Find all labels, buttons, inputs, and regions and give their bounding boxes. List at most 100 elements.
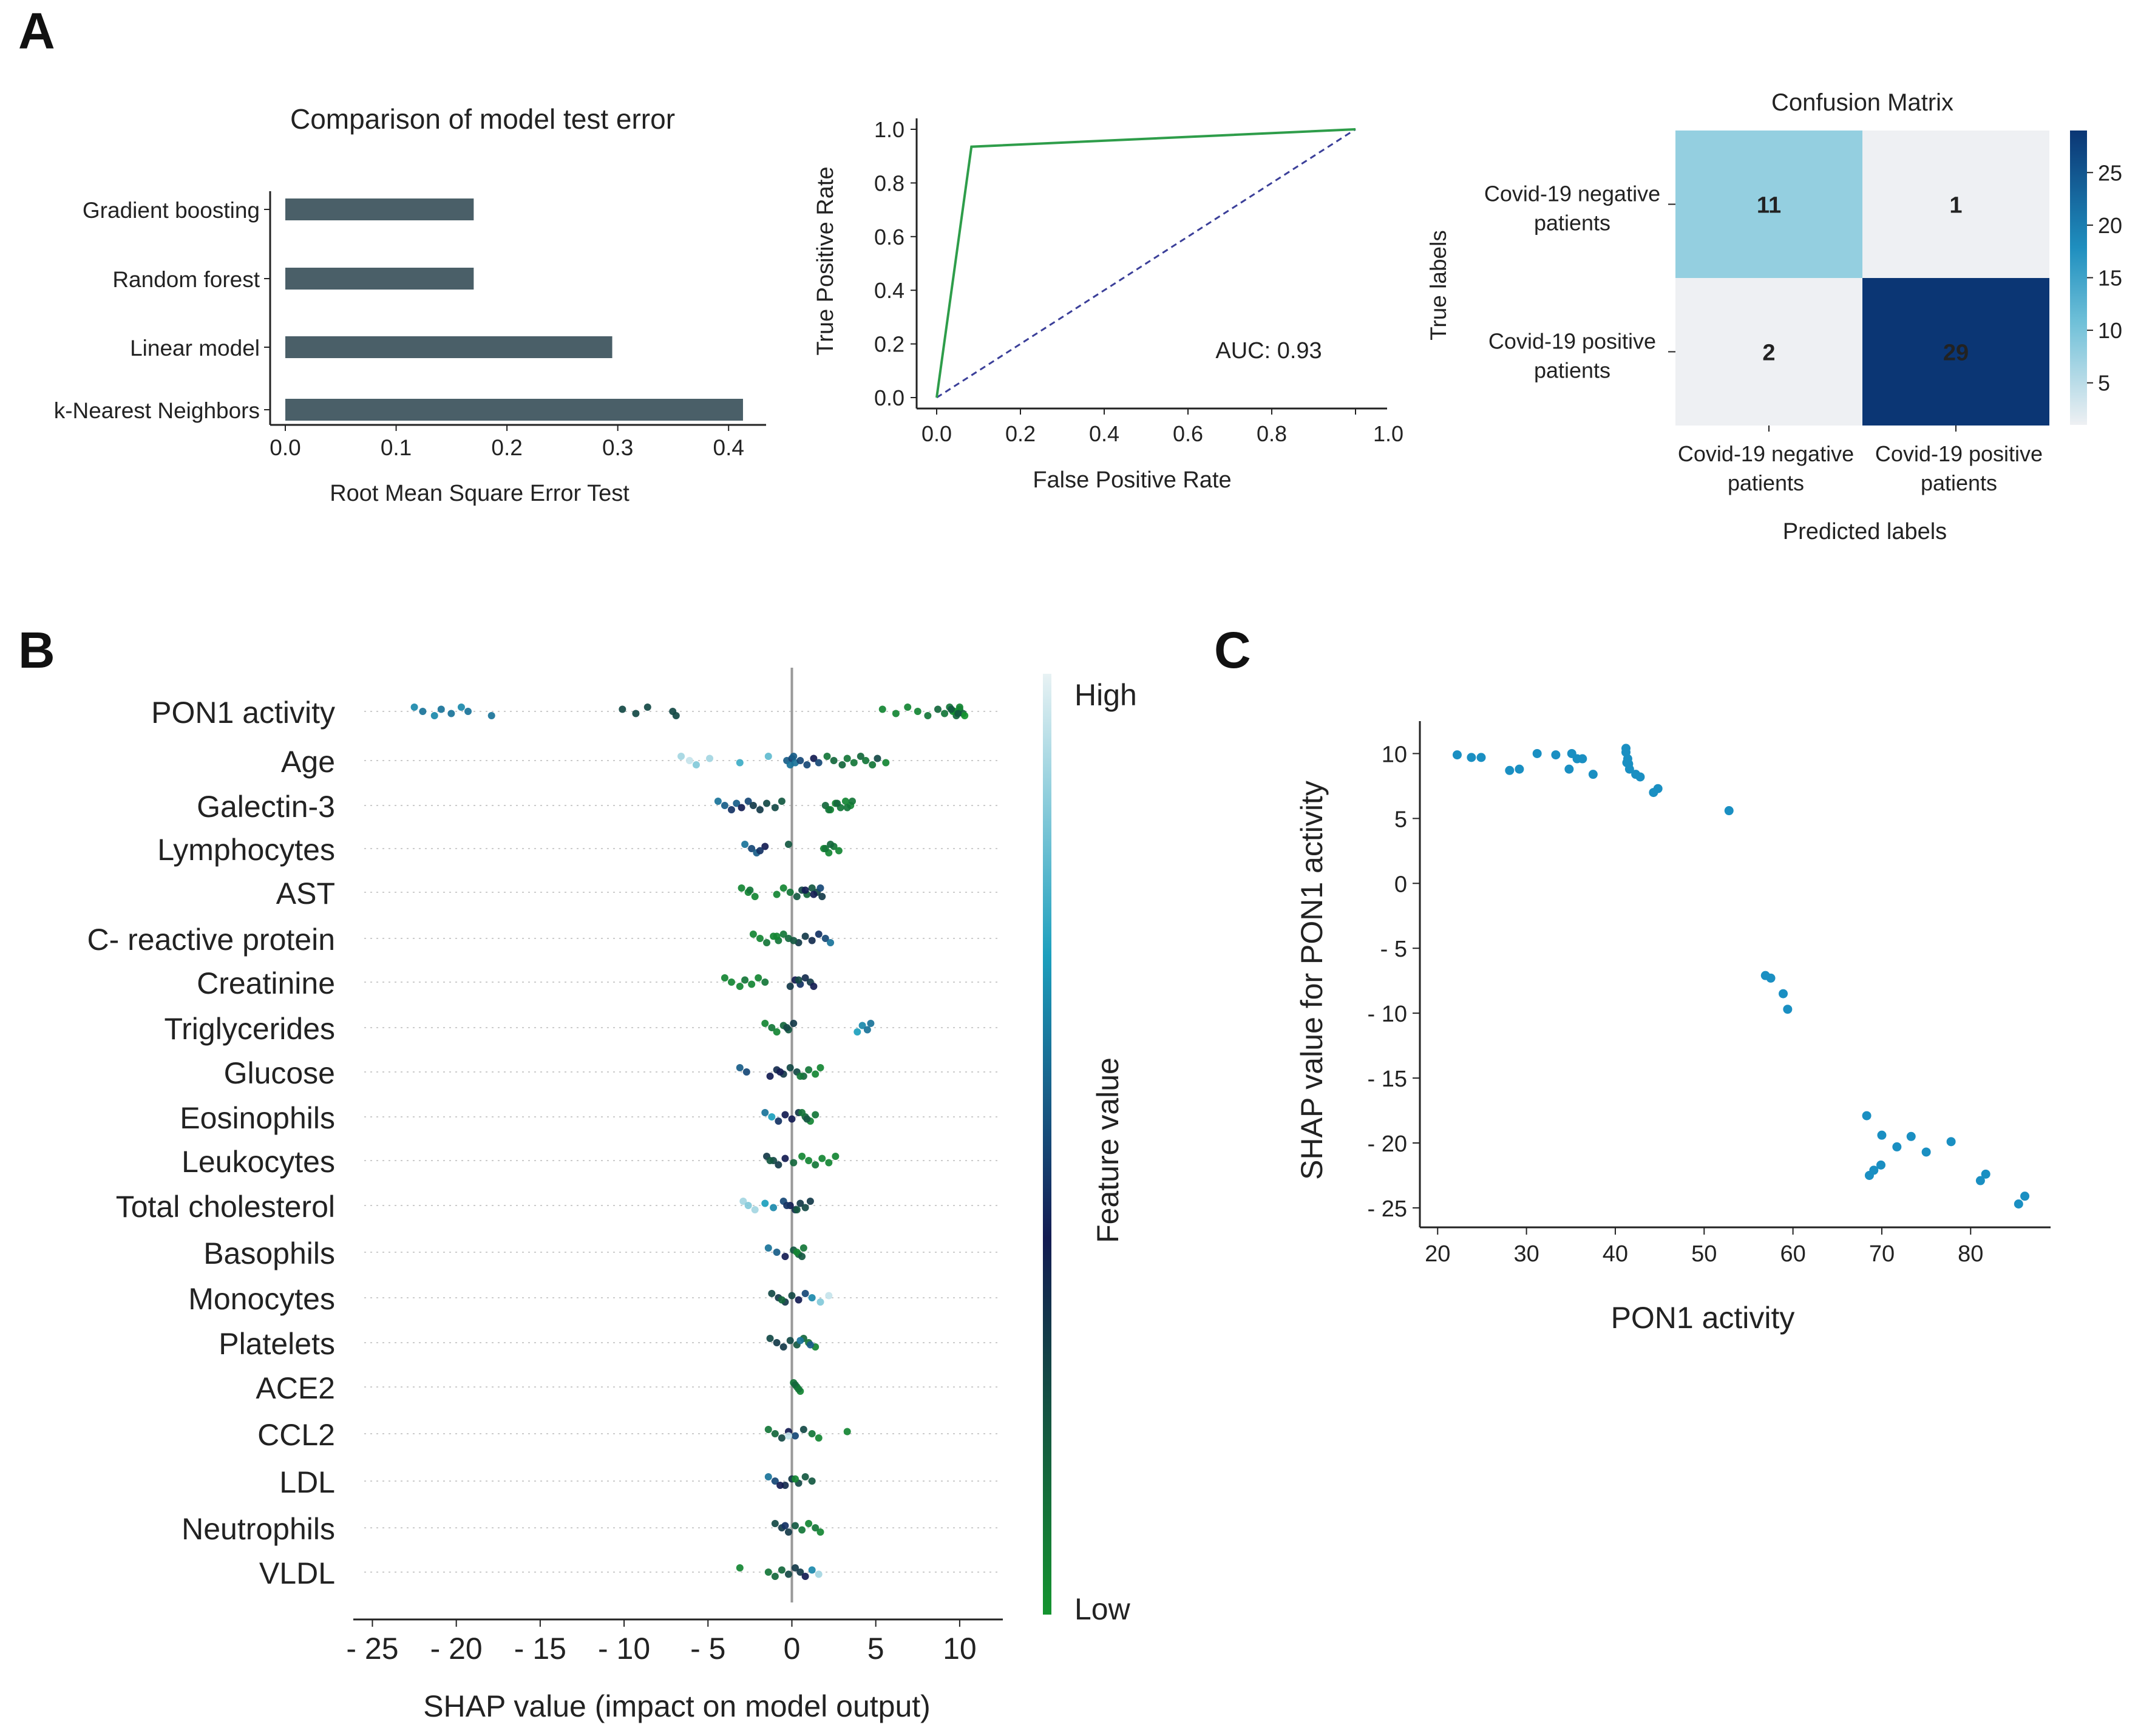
shap-point <box>961 712 969 719</box>
shap-point <box>756 806 764 813</box>
shap-point <box>815 759 823 767</box>
cm-colorbar <box>2070 131 2087 425</box>
shap-point <box>768 1290 776 1297</box>
dep-y-tick-label: - 15 <box>1368 1066 1407 1092</box>
shap-point <box>848 798 856 805</box>
shap-point <box>955 704 963 711</box>
shap-point <box>741 841 749 848</box>
shap-feature-label: Neutrophils <box>182 1512 335 1546</box>
roc-x-tick-label: 0.0 <box>921 421 952 446</box>
shap-point <box>816 884 824 892</box>
shap-point <box>904 704 912 711</box>
shap-point <box>941 710 949 717</box>
roc-x-tick-label: 0.2 <box>1005 421 1036 446</box>
shap-point <box>799 1244 807 1252</box>
roc-y-tick-label: 0.4 <box>874 278 904 303</box>
dep-point <box>1452 750 1462 760</box>
shap-feature-label: Platelets <box>219 1327 335 1361</box>
shap-point <box>878 705 886 713</box>
shap-point <box>812 1070 820 1078</box>
shap-point <box>810 890 818 898</box>
cm-colorbar-tick-label: 25 <box>2098 160 2122 185</box>
shap-point <box>768 1113 776 1121</box>
cm-col-label: patients <box>1728 470 1804 495</box>
shap-point <box>821 845 829 852</box>
dep-point <box>1862 1111 1872 1121</box>
shap-x-tick-label: 0 <box>784 1632 801 1666</box>
dep-point <box>1779 989 1788 999</box>
shap-colorbar-high-label: High <box>1074 678 1137 712</box>
shap-point <box>867 1020 875 1027</box>
dep-point <box>1578 754 1587 764</box>
shap-point <box>447 710 455 717</box>
shap-point <box>821 935 829 942</box>
shap-point <box>857 753 864 760</box>
cm-col-label: Covid-19 negative <box>1678 441 1854 466</box>
roc-x-axis-label: False Positive Rate <box>1033 467 1231 493</box>
dep-y-tick-label: - 10 <box>1368 1002 1407 1027</box>
shap-point <box>685 757 693 764</box>
shap-point <box>742 1068 750 1076</box>
bar-x-tick-label: 0.0 <box>270 435 300 460</box>
shap-point <box>827 841 835 848</box>
shap-point <box>830 757 838 764</box>
shap-point <box>764 1426 772 1433</box>
dep-y-tick-label: - 25 <box>1368 1196 1407 1222</box>
shap-point <box>761 1199 769 1207</box>
shap-point <box>766 1073 774 1080</box>
dep-point <box>1653 784 1663 793</box>
shap-point <box>768 1024 776 1031</box>
shap-point <box>954 710 962 717</box>
shap-point <box>815 931 823 938</box>
shap-x-tick-label: - 10 <box>598 1632 650 1666</box>
cm-colorbar-tick-label: 15 <box>2098 266 2122 291</box>
dep-point <box>1975 1176 1985 1185</box>
shap-point <box>874 754 881 762</box>
shap-point <box>801 1473 809 1480</box>
shap-feature-label: Triglycerides <box>164 1012 335 1046</box>
shap-point <box>812 1524 820 1531</box>
shap-point <box>779 1343 787 1351</box>
shap-point <box>843 804 851 812</box>
shap-point <box>672 712 680 719</box>
shap-x-axis-label: SHAP value (impact on model output) <box>423 1689 931 1723</box>
shap-point <box>858 1022 866 1029</box>
shap-point <box>771 1430 779 1437</box>
roc-y-tick-label: 0.0 <box>874 385 904 410</box>
shap-point <box>764 753 772 760</box>
shap-point <box>779 884 787 892</box>
shap-point <box>784 1432 792 1440</box>
cm-cell <box>1675 131 1862 278</box>
panel-label-a: A <box>18 2 55 59</box>
shap-point <box>773 890 781 898</box>
shap-point <box>721 974 728 982</box>
shap-point <box>816 1528 824 1536</box>
bar-category-label: k-Nearest Neighbors <box>54 398 260 423</box>
shap-point <box>799 1426 807 1433</box>
shap-point <box>832 1153 840 1160</box>
shap-point <box>751 893 759 900</box>
shap-point <box>796 1073 804 1080</box>
dep-x-tick-label: 70 <box>1869 1241 1895 1267</box>
shap-point <box>795 976 803 984</box>
dep-point <box>2014 1199 2023 1209</box>
shap-feature-label: Creatinine <box>197 966 335 1000</box>
dep-x-tick-label: 20 <box>1425 1241 1450 1267</box>
shap-point <box>812 1111 820 1119</box>
shap-point <box>714 798 722 805</box>
shap-point <box>763 799 771 807</box>
shap-point <box>816 1298 824 1306</box>
roc-y-tick-label: 1.0 <box>874 117 904 142</box>
shap-point <box>773 1249 781 1256</box>
shap-point <box>801 1204 809 1212</box>
shap-point <box>755 974 762 982</box>
cm-y-axis-label: True labels <box>1426 230 1451 341</box>
shap-point <box>748 845 756 852</box>
dep-point <box>1515 764 1524 774</box>
cm-cell <box>1862 278 2049 426</box>
bar-x-axis-label: Root Mean Square Error Test <box>330 481 630 506</box>
shap-point <box>790 753 798 760</box>
shap-point <box>806 1341 814 1349</box>
shap-point <box>825 1292 833 1300</box>
shap-point <box>815 1434 823 1442</box>
